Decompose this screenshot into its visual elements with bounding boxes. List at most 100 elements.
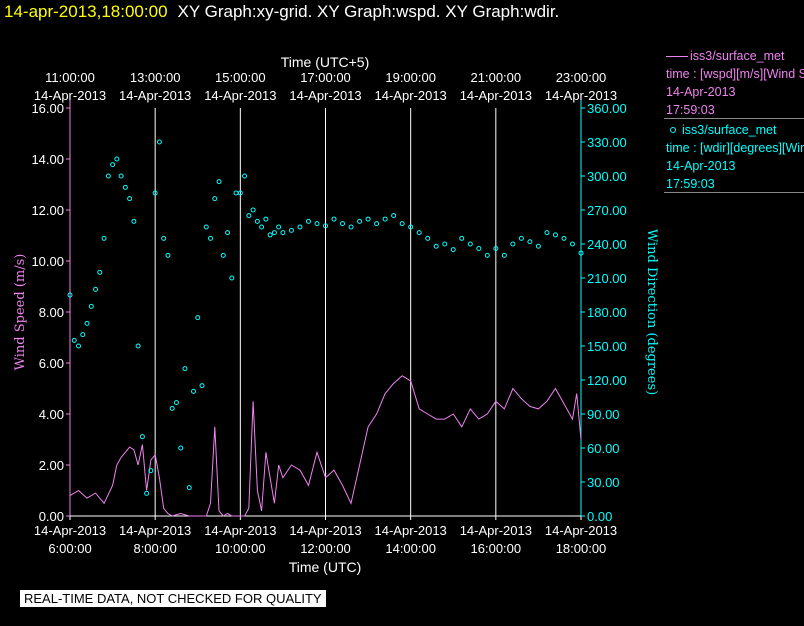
wdir-data-point bbox=[220, 252, 226, 258]
wdir-data-point bbox=[122, 184, 128, 190]
wdir-data-point bbox=[552, 232, 558, 238]
wdir-data-point bbox=[259, 224, 265, 230]
wdir-data-point bbox=[237, 190, 243, 196]
wdir-data-point bbox=[467, 241, 473, 247]
legend-wspd-date: 14-Apr-2013 bbox=[666, 85, 736, 99]
title-graph-list: XY Graph:xy-grid. XY Graph:wspd. XY Grap… bbox=[177, 2, 560, 21]
wdir-data-point bbox=[510, 241, 516, 247]
wdir-data-point bbox=[501, 252, 507, 258]
wdir-data-point bbox=[182, 366, 188, 372]
top-tick-date: 14-Apr-2013 bbox=[34, 88, 106, 103]
top-tick-date: 14-Apr-2013 bbox=[460, 88, 532, 103]
wdir-data-point bbox=[365, 216, 371, 222]
wdir-data-point bbox=[127, 196, 133, 202]
legend-wdir-source-row: iss3/surface_met bbox=[666, 121, 804, 139]
right-tick-label: 60.00 bbox=[587, 441, 620, 456]
legend-wspd-field: time : [wspd][m/s][Wind Speed] bbox=[666, 67, 804, 81]
wdir-data-point bbox=[93, 286, 99, 292]
left-tick-label: 12.00 bbox=[31, 203, 64, 218]
right-tick-label: 240.00 bbox=[587, 237, 627, 252]
legend-wdir: iss3/surface_met time : [wdir][degrees][… bbox=[666, 121, 804, 193]
wdir-data-point bbox=[225, 230, 231, 236]
wdir-data-point bbox=[80, 332, 86, 338]
wspd-series-line bbox=[69, 375, 582, 517]
wdir-data-point bbox=[139, 434, 145, 440]
right-tick-label: 120.00 bbox=[587, 373, 627, 388]
bottom-tick-date: 14-Apr-2013 bbox=[545, 523, 617, 538]
wdir-data-point bbox=[518, 235, 524, 241]
wdir-data-point bbox=[374, 221, 380, 227]
legend-divider bbox=[664, 118, 804, 119]
bottom-tick-date: 14-Apr-2013 bbox=[119, 523, 191, 538]
wdir-data-point bbox=[267, 232, 273, 238]
wdir-data-point bbox=[242, 173, 248, 179]
wdir-data-point bbox=[382, 216, 388, 222]
left-tick-label: 6.00 bbox=[39, 356, 64, 371]
wdir-data-point bbox=[233, 190, 239, 196]
left-tick-label: 16.00 bbox=[31, 101, 64, 116]
wdir-data-point bbox=[535, 243, 541, 249]
top-axis-label: Time (UTC+5) bbox=[281, 54, 370, 70]
bottom-tick-date: 14-Apr-2013 bbox=[375, 523, 447, 538]
wdir-data-point bbox=[110, 162, 116, 168]
wdir-data-point bbox=[263, 216, 269, 222]
top-tick-label: 19:00:00 bbox=[385, 70, 436, 85]
wdir-data-point bbox=[118, 173, 124, 179]
wdir-data-point bbox=[216, 179, 222, 185]
wdir-data-point bbox=[527, 239, 533, 245]
top-tick-date: 14-Apr-2013 bbox=[119, 88, 191, 103]
wdir-data-point bbox=[76, 343, 82, 349]
wdir-data-point bbox=[178, 445, 184, 451]
left-tick-label: 4.00 bbox=[39, 407, 64, 422]
left-axis-label: Wind Speed (m/s) bbox=[13, 254, 28, 371]
wdir-data-point bbox=[276, 224, 282, 230]
wdir-data-point bbox=[97, 269, 103, 275]
bottom-tick-label: 14:00:00 bbox=[385, 541, 436, 556]
wdir-data-point bbox=[254, 218, 260, 224]
wdir-data-point bbox=[416, 230, 422, 236]
wdir-data-point bbox=[101, 235, 107, 241]
wdir-data-point bbox=[67, 292, 73, 298]
wdir-data-point bbox=[544, 230, 550, 236]
wdir-data-point bbox=[340, 221, 346, 227]
legend-wspd-source: iss3/surface_met bbox=[690, 49, 785, 63]
bottom-axis-label: Time (UTC) bbox=[289, 559, 362, 575]
bottom-tick-label: 6:00:00 bbox=[48, 541, 91, 556]
legend-wdir-time: 17:59:03 bbox=[666, 177, 715, 191]
wdir-data-point bbox=[173, 400, 179, 406]
right-tick-label: 30.00 bbox=[587, 475, 620, 490]
left-tick-label: 14.00 bbox=[31, 152, 64, 167]
wdir-data-point bbox=[484, 252, 490, 258]
wdir-data-point bbox=[190, 388, 196, 394]
wdir-data-point bbox=[71, 337, 77, 343]
wdir-data-point bbox=[425, 235, 431, 241]
wdir-data-point bbox=[208, 235, 214, 241]
top-tick-date: 14-Apr-2013 bbox=[545, 88, 617, 103]
top-tick-date: 14-Apr-2013 bbox=[375, 88, 447, 103]
wdir-data-point bbox=[131, 218, 137, 224]
wdir-data-point bbox=[152, 190, 158, 196]
wdir-data-point bbox=[493, 246, 499, 252]
wdir-data-point bbox=[169, 405, 175, 411]
bottom-tick-date: 14-Apr-2013 bbox=[460, 523, 532, 538]
bottom-tick-label: 8:00:00 bbox=[133, 541, 176, 556]
legend-divider bbox=[664, 192, 804, 193]
wdir-data-point bbox=[569, 241, 575, 247]
wdir-data-point bbox=[459, 235, 465, 241]
wdir-data-point bbox=[156, 139, 162, 145]
right-tick-label: 210.00 bbox=[587, 271, 627, 286]
wdir-data-point bbox=[165, 252, 171, 258]
wdir-data-point bbox=[148, 468, 154, 474]
wdir-data-point bbox=[442, 241, 448, 247]
wdir-data-point bbox=[212, 196, 218, 202]
top-tick-date: 14-Apr-2013 bbox=[204, 88, 276, 103]
wdir-data-point bbox=[203, 224, 209, 230]
wdir-data-point bbox=[305, 218, 311, 224]
left-tick-label: 2.00 bbox=[39, 458, 64, 473]
wdir-data-point bbox=[114, 156, 120, 162]
quality-notice: REAL-TIME DATA, NOT CHECKED FOR QUALITY bbox=[20, 590, 326, 607]
legend-wdir-field: time : [wdir][degrees][Wind Direction] bbox=[666, 141, 804, 155]
top-tick-date: 14-Apr-2013 bbox=[289, 88, 361, 103]
wdir-data-point bbox=[250, 207, 256, 213]
